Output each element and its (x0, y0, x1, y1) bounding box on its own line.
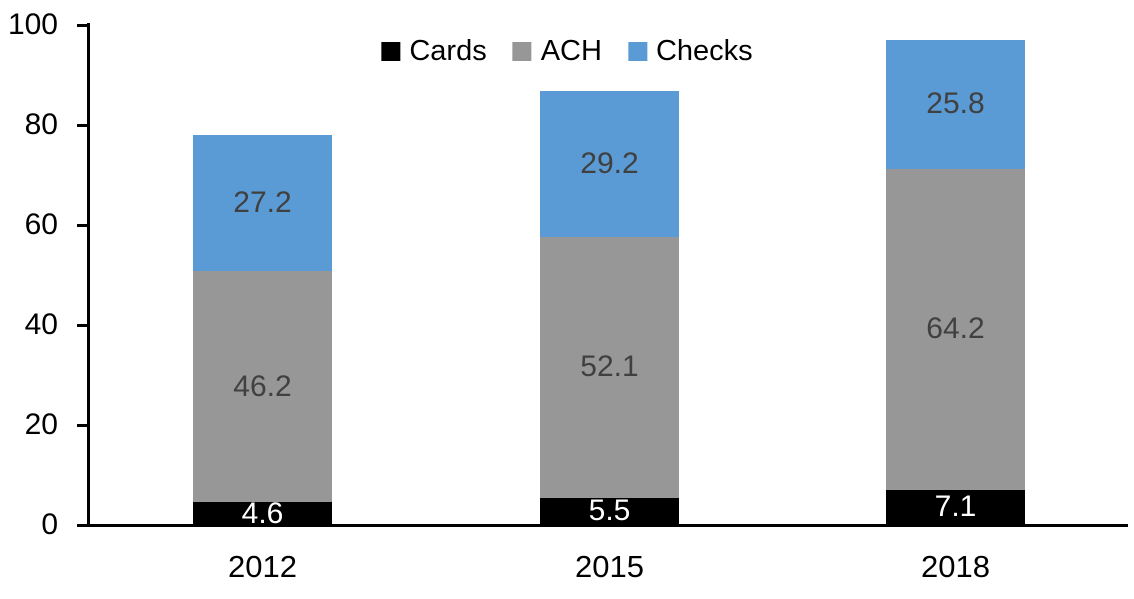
legend-label: ACH (540, 35, 602, 67)
data-label: 27.2 (233, 186, 292, 219)
bar-2015: 29.2 52.1 5.5 (540, 91, 679, 528)
data-label: 25.8 (926, 87, 985, 120)
y-axis-tick-label: 0 (41, 508, 58, 541)
y-axis-tick-mark (77, 423, 87, 427)
bar-segment-ach: 46.2 (193, 271, 332, 502)
category-label-2015: 2015 (575, 549, 644, 584)
data-label: 64.2 (926, 312, 985, 345)
y-axis-tick-mark (77, 323, 87, 327)
y-axis-tick-mark (77, 523, 87, 527)
legend-swatch-icon (381, 41, 401, 61)
legend-label: Cards (409, 35, 487, 67)
data-label: 29.2 (580, 147, 639, 180)
legend-swatch-icon (627, 41, 647, 61)
y-axis-tick-label: 40 (24, 308, 58, 341)
y-axis-tick-label: 80 (24, 108, 58, 141)
y-axis-tick-mark (77, 123, 87, 127)
chart-legend: Cards ACH Checks (381, 35, 753, 67)
legend-item-checks: Checks (627, 35, 753, 67)
bar-segment-cards: 4.6 (193, 498, 332, 528)
bar-segment-cards: 5.5 (540, 494, 679, 528)
data-label: 5.5 (588, 494, 631, 528)
bar-segment-checks: 27.2 (193, 135, 332, 271)
y-axis-tick-mark (77, 23, 87, 27)
bar-2012: 27.2 46.2 4.6 (193, 135, 332, 528)
y-axis-tick-label: 100 (7, 8, 58, 41)
legend-label: Checks (655, 35, 753, 67)
bar-segment-checks: 25.8 (886, 39, 1025, 169)
data-label: 4.6 (241, 496, 284, 530)
y-axis-tick-label: 60 (24, 208, 58, 241)
y-axis-tick-mark (77, 223, 87, 227)
category-label-2018: 2018 (921, 549, 990, 584)
category-label-2012: 2012 (228, 549, 297, 584)
data-label: 46.2 (233, 369, 292, 403)
y-axis-line (87, 23, 90, 527)
data-label: 52.1 (580, 350, 639, 384)
bar-segment-checks: 29.2 (540, 91, 679, 237)
bar-segment-ach: 64.2 (886, 168, 1025, 490)
bar-segment-cards: 7.1 (886, 489, 1025, 525)
legend-item-cards: Cards (381, 35, 487, 67)
y-axis-tick-label: 20 (24, 408, 58, 441)
x-axis-line (87, 524, 1128, 527)
legend-swatch-icon (512, 41, 532, 61)
data-label: 7.1 (934, 490, 977, 524)
bar-segment-ach: 52.1 (540, 237, 679, 498)
legend-item-ach: ACH (512, 35, 602, 67)
bar-2018: 25.8 64.2 7.1 (886, 39, 1025, 525)
